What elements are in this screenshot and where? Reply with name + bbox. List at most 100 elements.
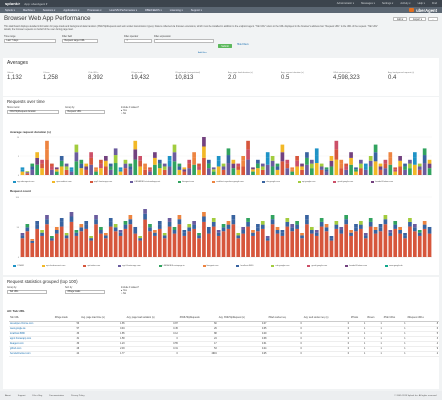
bar-segment[interactable] xyxy=(40,232,44,236)
bar-segment[interactable] xyxy=(182,169,187,172)
bar-segment[interactable] xyxy=(35,228,40,257)
menu-administrator[interactable]: Administrator ▾ xyxy=(336,2,355,5)
bar-segment[interactable] xyxy=(344,219,349,225)
tab-url-link[interactable]: developer.chrome.com xyxy=(9,321,54,327)
bar-segment[interactable] xyxy=(383,219,388,225)
bar-segment[interactable] xyxy=(138,166,143,175)
bar-segment[interactable] xyxy=(54,233,59,257)
bar-segment[interactable] xyxy=(108,166,113,170)
bar-segment[interactable] xyxy=(30,163,35,167)
bar-segment[interactable] xyxy=(329,160,334,167)
bar-segment[interactable] xyxy=(113,155,118,164)
legend-entry[interactable]: LIBRARIES.staticwebapp.net xyxy=(130,181,160,183)
bar-segment[interactable] xyxy=(211,167,216,170)
stats-include-no-radio[interactable]: ○ No xyxy=(121,293,126,295)
bar-segment[interactable] xyxy=(226,155,231,164)
bar-segment[interactable] xyxy=(143,163,147,167)
tab-url-link[interactable]: liteagent.com xyxy=(9,341,54,347)
bar-segment[interactable] xyxy=(143,169,147,175)
bar-segment[interactable] xyxy=(54,230,59,234)
tab-url-link[interactable]: github.com xyxy=(9,346,54,353)
bar-segment[interactable] xyxy=(329,166,334,175)
bar-segment[interactable] xyxy=(113,148,118,156)
bar-segment[interactable] xyxy=(50,163,54,167)
bar-segment[interactable] xyxy=(103,233,108,236)
bar-segment[interactable] xyxy=(177,166,182,170)
bar-segment[interactable] xyxy=(197,166,201,170)
bar-segment[interactable] xyxy=(206,230,211,234)
bar-segment[interactable] xyxy=(231,224,236,257)
bar-segment[interactable] xyxy=(35,152,40,158)
bar-segment[interactable] xyxy=(427,159,432,164)
bar-segment[interactable] xyxy=(69,216,74,222)
bar-segment[interactable] xyxy=(103,166,108,175)
bar-segment[interactable] xyxy=(412,164,417,175)
bar-segment[interactable] xyxy=(211,218,216,222)
bar-segment[interactable] xyxy=(314,235,319,257)
bar-segment[interactable] xyxy=(378,169,383,175)
bar-segment[interactable] xyxy=(251,235,255,257)
column-header[interactable]: #Hosts xyxy=(350,316,367,322)
bar-segment[interactable] xyxy=(172,227,177,230)
bar-segment[interactable] xyxy=(103,235,108,239)
bar-segment[interactable] xyxy=(398,156,402,161)
bar-segment[interactable] xyxy=(108,218,113,222)
bar-segment[interactable] xyxy=(172,233,177,257)
bar-segment[interactable] xyxy=(153,235,157,257)
bar-segment[interactable] xyxy=(275,233,280,257)
bar-segment[interactable] xyxy=(300,238,304,257)
bar-segment[interactable] xyxy=(246,226,250,257)
bar-segment[interactable] xyxy=(84,163,89,167)
bar-segment[interactable] xyxy=(206,163,211,169)
bar-segment[interactable] xyxy=(305,224,309,257)
bar-segment[interactable] xyxy=(118,235,123,257)
bar-segment[interactable] xyxy=(153,157,157,165)
bar-segment[interactable] xyxy=(231,219,236,225)
bar-segment[interactable] xyxy=(69,169,74,172)
bar-segment[interactable] xyxy=(20,233,25,236)
bar-segment[interactable] xyxy=(25,172,30,174)
bar-segment[interactable] xyxy=(295,166,299,175)
bar-segment[interactable] xyxy=(162,163,167,167)
bar-segment[interactable] xyxy=(123,228,128,257)
bar-segment[interactable] xyxy=(54,167,59,170)
bar-segment[interactable] xyxy=(427,168,432,175)
splunk-logo[interactable]: splunk> xyxy=(5,1,21,6)
bar-segment[interactable] xyxy=(192,224,196,229)
bar-segment[interactable] xyxy=(246,140,250,150)
bar-segment[interactable] xyxy=(99,159,103,164)
bar-segment[interactable] xyxy=(216,160,221,167)
bar-segment[interactable] xyxy=(113,231,118,257)
nav-item-splunk[interactable]: Splunk ▾ xyxy=(5,8,15,12)
bar-segment[interactable] xyxy=(383,163,388,169)
bar-segment[interactable] xyxy=(354,231,358,257)
bar-segment[interactable] xyxy=(69,167,74,170)
bar-segment[interactable] xyxy=(295,221,299,225)
bar-segment[interactable] xyxy=(133,230,138,234)
column-header[interactable]: #Tab URLs xyxy=(382,316,407,322)
bar-segment[interactable] xyxy=(59,160,64,167)
group-by-select[interactable]: Request URL xyxy=(65,110,105,114)
bar-segment[interactable] xyxy=(211,226,216,257)
bar-segment[interactable] xyxy=(309,168,314,175)
bar-segment[interactable] xyxy=(285,218,290,222)
bar-segment[interactable] xyxy=(45,140,49,150)
bar-segment[interactable] xyxy=(378,224,383,228)
bar-segment[interactable] xyxy=(182,171,187,175)
column-header[interactable]: Avg. page load variation (s) xyxy=(125,316,179,322)
bar-segment[interactable] xyxy=(403,235,407,239)
bar-segment[interactable] xyxy=(20,169,25,172)
bar-segment[interactable] xyxy=(290,224,295,228)
bar-segment[interactable] xyxy=(25,227,30,232)
nav-item-support[interactable]: Support ▾ xyxy=(190,8,202,12)
bar-segment[interactable] xyxy=(427,230,432,234)
bar-segment[interactable] xyxy=(363,166,368,170)
bar-segment[interactable] xyxy=(422,228,427,257)
bar-segment[interactable] xyxy=(162,233,167,236)
bar-segment[interactable] xyxy=(363,238,368,257)
include-zero-yes-radio[interactable]: ● Yes xyxy=(121,110,127,112)
nav-item-sessions[interactable]: Sessions ▾ xyxy=(42,8,56,12)
bar-segment[interactable] xyxy=(118,171,123,175)
legend-entry[interactable]: hemdel4.leitner.com xyxy=(371,181,393,183)
bar-segment[interactable] xyxy=(187,159,192,164)
